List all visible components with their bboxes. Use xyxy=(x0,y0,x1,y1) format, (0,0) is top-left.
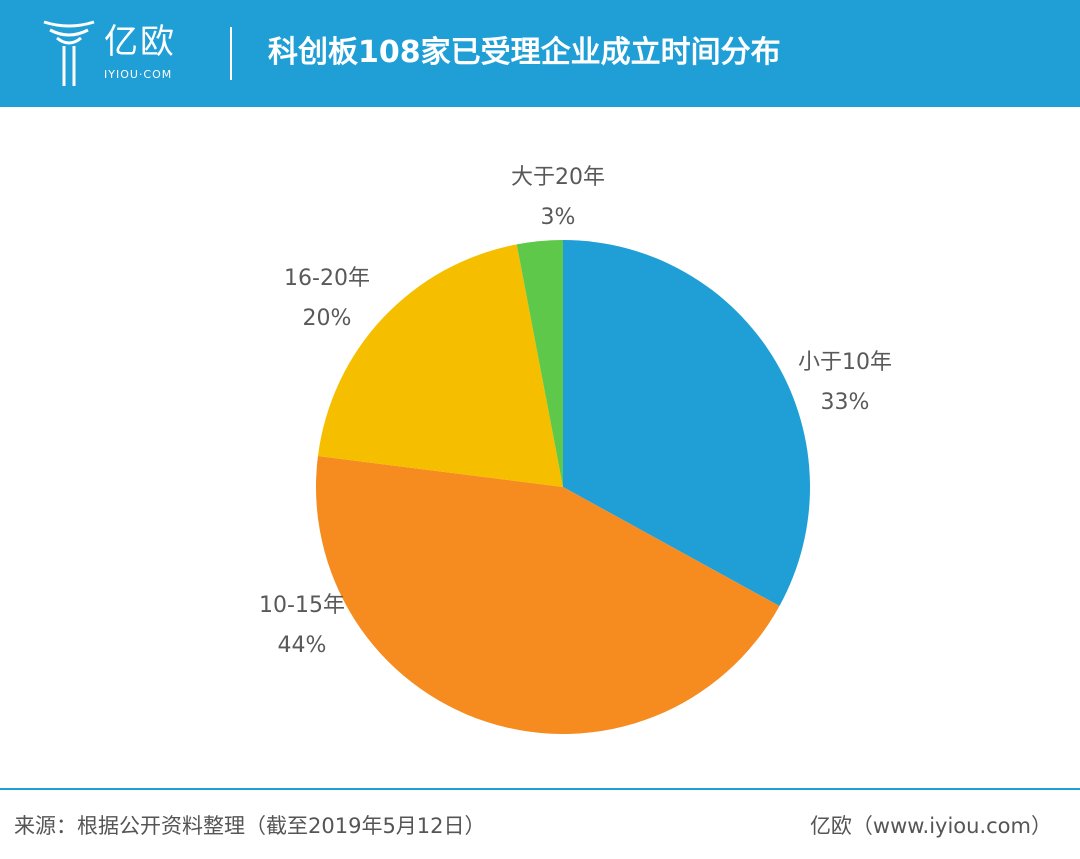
slice-percent-label: 3% xyxy=(541,205,576,230)
pie-labels: 小于10年 33% 10-15年 44% 16-20年 20% 大于20年 3% xyxy=(259,165,892,658)
pie-chart: 小于10年 33% 10-15年 44% 16-20年 20% 大于20年 3% xyxy=(259,165,892,735)
logo-mark-icon xyxy=(43,20,95,86)
slice-label: 小于10年 xyxy=(798,350,892,375)
pie-slice xyxy=(563,240,810,606)
pie-slice xyxy=(316,456,780,735)
pie-slice xyxy=(317,244,563,487)
slice-percent-label: 20% xyxy=(303,306,352,331)
header-divider xyxy=(230,27,232,80)
slice-label: 16-20年 xyxy=(284,266,370,291)
footer-divider xyxy=(0,788,1080,790)
footer-brand: 亿欧（www.iyiou.com） xyxy=(809,814,1052,838)
logo-subtext: IYIOU·COM xyxy=(104,68,173,81)
header-bar: 亿欧 IYIOU·COM 科创板108家已受理企业成立时间分布 xyxy=(0,0,1080,107)
pie-slice xyxy=(516,240,563,487)
logo: 亿欧 IYIOU·COM xyxy=(40,18,200,90)
footer-source: 来源：根据公开资料整理（截至2019年5月12日） xyxy=(14,814,486,838)
logo-text: 亿欧 xyxy=(104,22,176,62)
slice-label: 大于20年 xyxy=(511,165,605,190)
slice-percent-label: 33% xyxy=(821,390,870,415)
slice-label: 10-15年 xyxy=(259,593,345,618)
pie-slices xyxy=(316,240,810,735)
slice-percent-label: 44% xyxy=(278,633,327,658)
page-title: 科创板108家已受理企业成立时间分布 xyxy=(268,35,781,70)
